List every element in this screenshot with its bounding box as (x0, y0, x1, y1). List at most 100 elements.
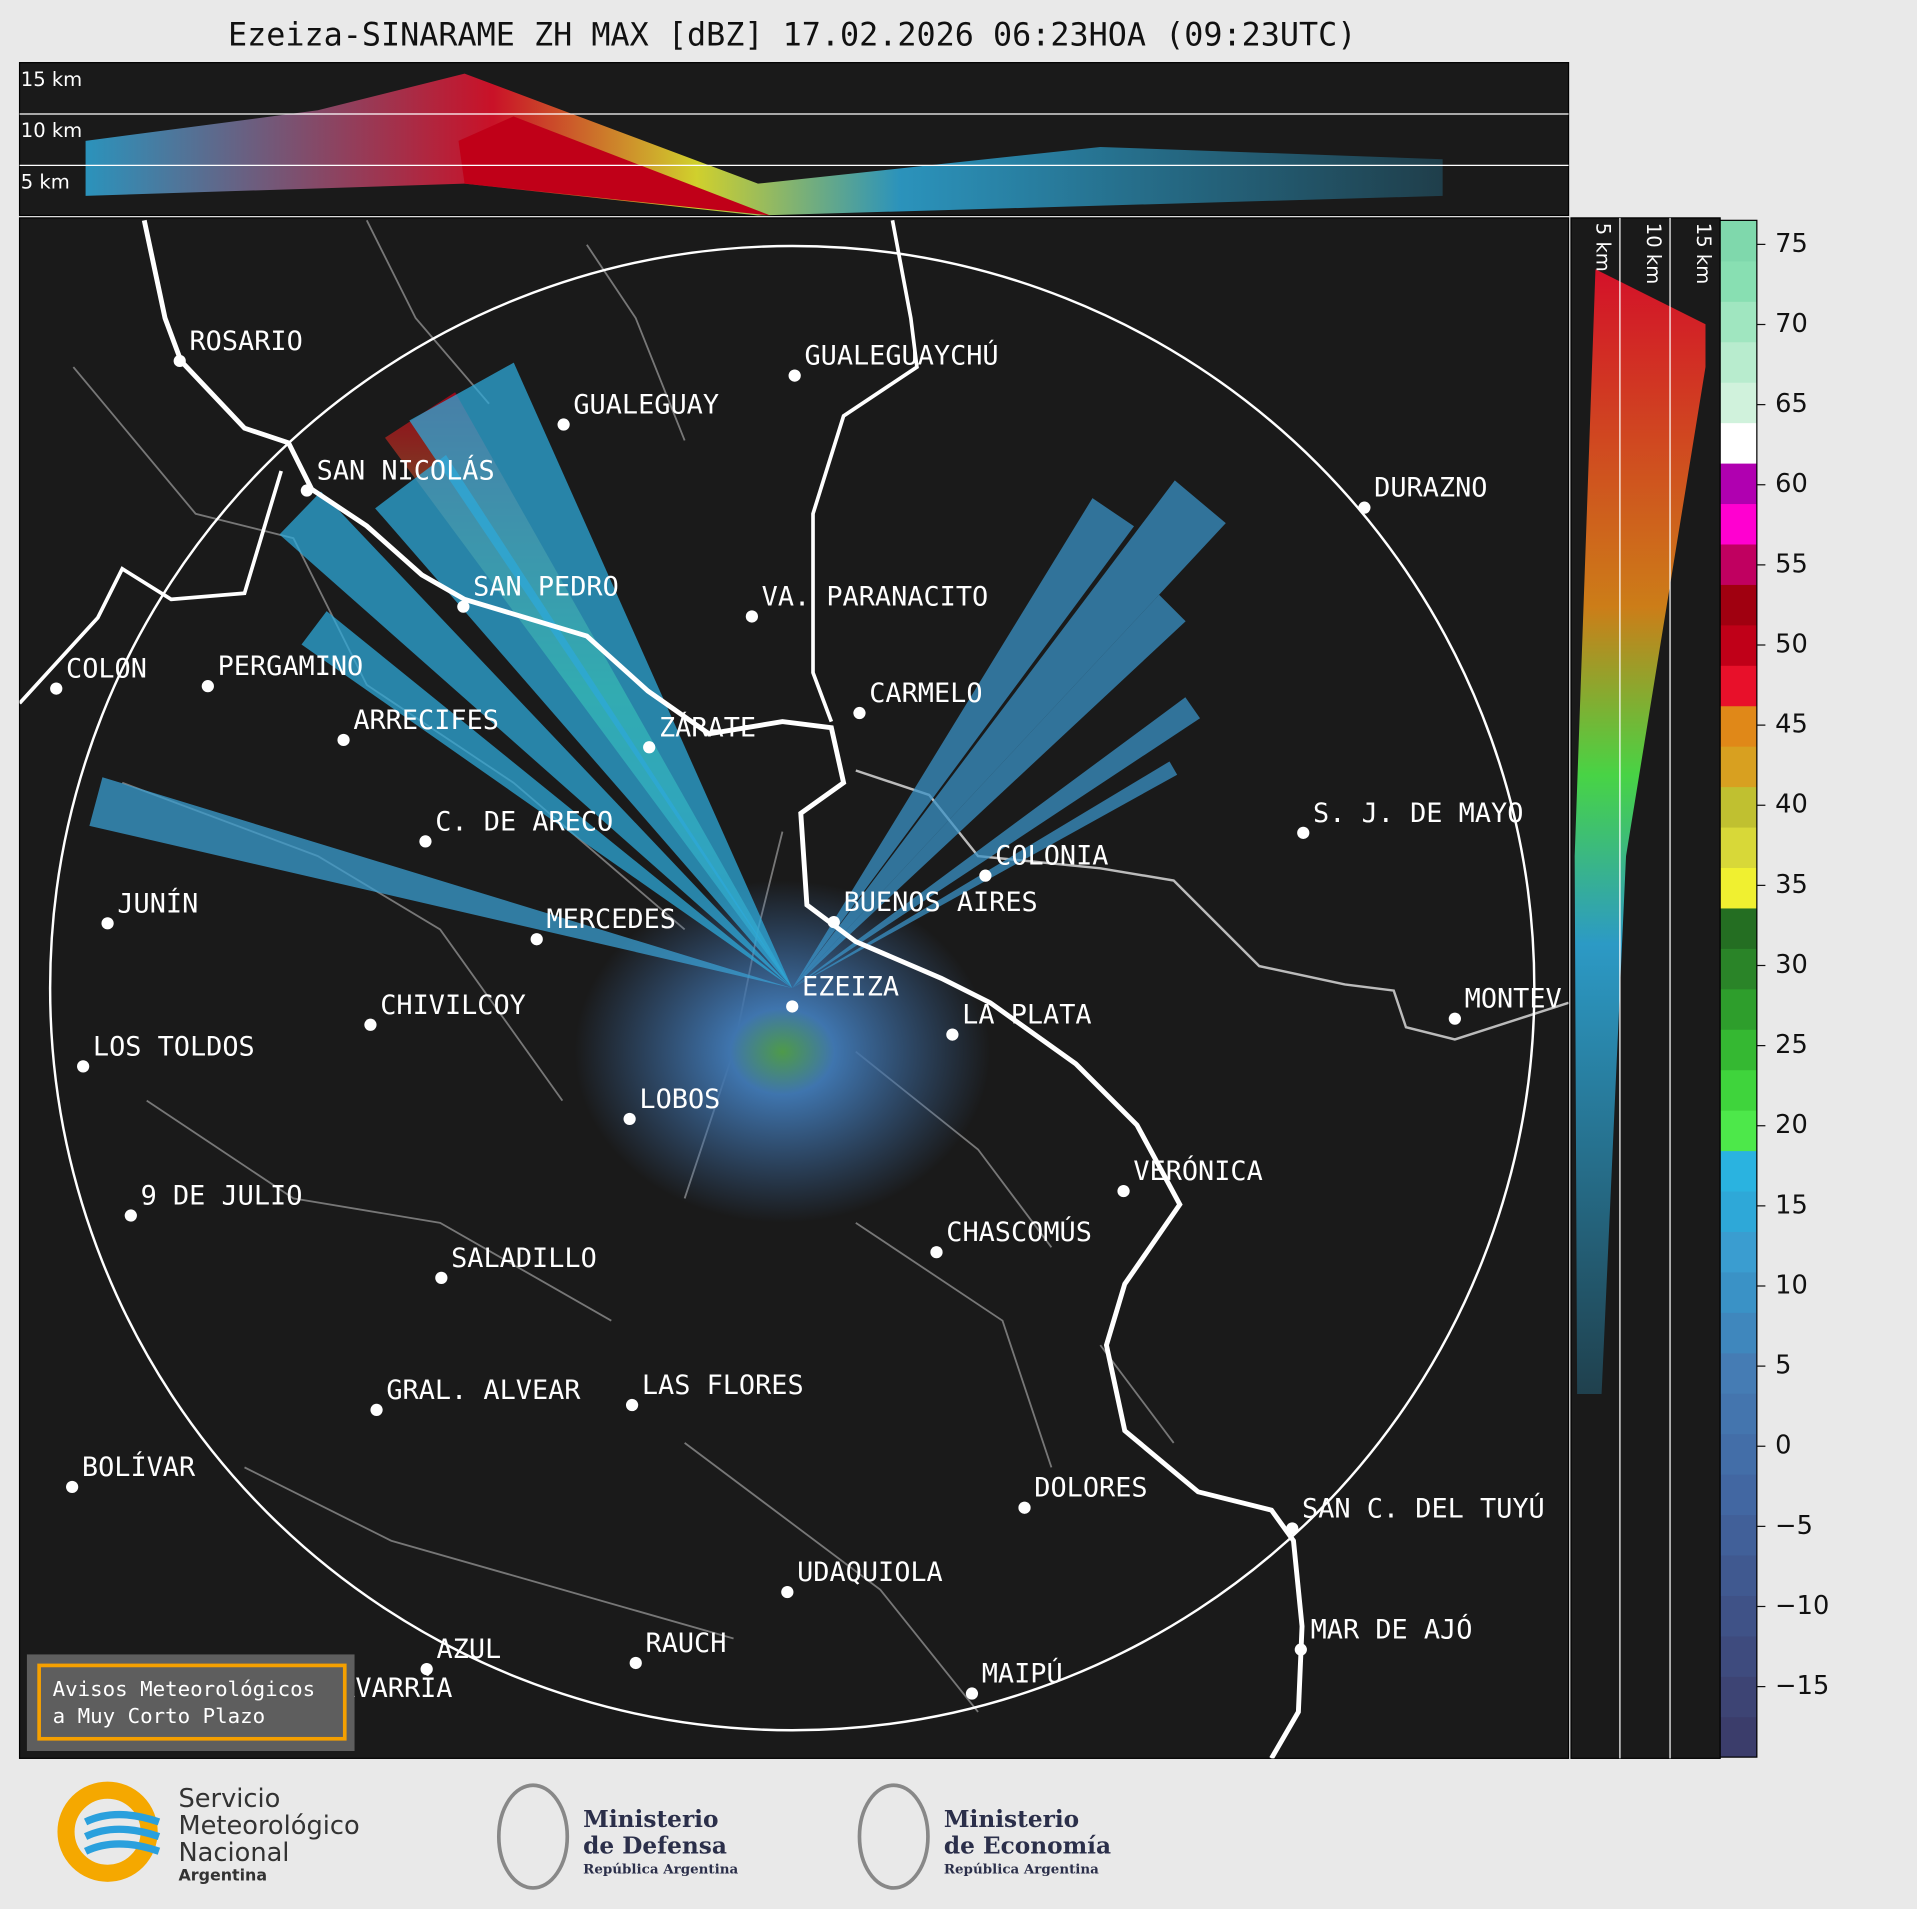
city-dot (1358, 501, 1371, 514)
color-band (1720, 907, 1757, 949)
colorbar-tick-label: 25 (1775, 1030, 1808, 1060)
colorbar-tick-label: 45 (1775, 710, 1808, 740)
city-dot (1297, 826, 1310, 839)
city-label: ROSARIO (189, 326, 302, 357)
color-band (1720, 220, 1757, 262)
echo-beam (792, 480, 1226, 989)
city-dot (337, 733, 350, 747)
city-label: VERÓNICA (1133, 1155, 1262, 1187)
side-echo (1574, 269, 1706, 1395)
title: Ezeiza-SINARAME ZH MAX [dBZ] 17.02.2026 … (228, 18, 1356, 54)
warning-text: a Muy Corto Plazo (53, 1704, 266, 1728)
city-dot (629, 1656, 642, 1670)
color-band (1720, 1312, 1757, 1354)
color-band (1720, 422, 1757, 464)
city-dot (77, 1060, 90, 1073)
city-label: LOBOS (639, 1084, 720, 1115)
river (19, 470, 283, 705)
logo-text: de Defensa (583, 1833, 727, 1860)
colorbar-tick-label: 0 (1775, 1431, 1791, 1461)
city-dot (643, 741, 656, 754)
colorbar-tick-label: 50 (1775, 630, 1808, 660)
city-label: ZÁRATE (659, 711, 756, 743)
height-label: 15 km (21, 68, 82, 91)
city-label: SAN PEDRO (473, 572, 619, 603)
range-ring (48, 244, 1536, 1732)
colorbar-tick-label: 15 (1775, 1190, 1808, 1220)
city-label: MAR DE AJÓ (1311, 1614, 1473, 1646)
city-dot (853, 706, 866, 720)
colorbar-tick-label: −5 (1775, 1511, 1813, 1541)
colorbar-tick-label: 70 (1775, 309, 1808, 339)
city-dot (300, 484, 313, 497)
colorbar-tick-label: 10 (1775, 1270, 1808, 1300)
echo-core (574, 880, 991, 1223)
city-label: 9 DE JULIO (141, 1181, 303, 1212)
color-band (1720, 1554, 1757, 1596)
color-band (1720, 1069, 1757, 1111)
city-dot (435, 1271, 448, 1284)
logo-text: Ministerio (583, 1806, 718, 1833)
city-dot (370, 1403, 383, 1417)
colorbar-tick-label: −15 (1775, 1671, 1829, 1701)
city-label: MONTEV (1465, 984, 1562, 1015)
city-dot (419, 835, 432, 848)
echo-beam (301, 611, 793, 989)
logo-text: de Economía (944, 1833, 1111, 1860)
warning-box[interactable] (26, 1654, 355, 1752)
color-band (1720, 462, 1757, 505)
defensa-logo: Ministerio de Defensa República Argentin… (496, 1783, 739, 1890)
colorbar-tick-label: 40 (1775, 790, 1808, 820)
uruguay-coast (855, 769, 1569, 1041)
logo-text: Meteorológico (178, 1811, 359, 1841)
colorbar-tick-label: 60 (1775, 469, 1808, 499)
city-dot (979, 869, 992, 882)
city-dot (101, 917, 114, 930)
colorbar (1720, 220, 1757, 1758)
city-dot (124, 1209, 137, 1222)
smn-logo: Servicio Meteorológico Nacional Argentin… (57, 1781, 360, 1885)
city-label: GUALEGUAY (573, 390, 719, 421)
city-label: RAUCH (646, 1628, 727, 1659)
echo-beam (375, 454, 793, 989)
city-dot (530, 933, 543, 946)
city-dot (625, 1398, 639, 1412)
echo-beam (409, 362, 793, 989)
city-label: LA PLATA (962, 1000, 1091, 1031)
colorbar-tick-label: 75 (1775, 229, 1808, 259)
city-label: LOS TOLDOS (93, 1031, 255, 1062)
city-label: COLONIA (995, 841, 1108, 872)
city-dot (946, 1028, 959, 1041)
city-label: BUENOS AIRES (844, 887, 1038, 918)
city-label: LAS FLORES (642, 1370, 804, 1401)
coastline (141, 219, 1305, 1759)
city-label: SAN C. DEL TUYÚ (1302, 1492, 1545, 1524)
color-band (1720, 1271, 1757, 1313)
city-label: COLON (66, 654, 147, 685)
color-band (1720, 1676, 1757, 1718)
color-band (1720, 746, 1757, 788)
city-dot (1294, 1643, 1307, 1656)
color-band (1720, 624, 1757, 666)
city-dot (623, 1112, 636, 1126)
city-label: CARMELO (869, 678, 982, 709)
city-label: DURAZNO (1374, 473, 1487, 504)
city-label: EZEIZA (802, 971, 899, 1002)
city-label: GUALEGUAYCHÚ (804, 340, 998, 372)
color-band (1720, 341, 1757, 383)
logo-text: República Argentina (583, 1861, 738, 1877)
city-dot (66, 1480, 79, 1494)
colorbar-frame (1719, 219, 1758, 1758)
color-band (1720, 1231, 1757, 1273)
city-dot (788, 369, 801, 382)
color-band (1720, 543, 1757, 585)
color-band (1720, 867, 1757, 909)
river (811, 220, 919, 723)
city-dot (50, 682, 63, 695)
color-band (1720, 948, 1757, 990)
color-band (1720, 1393, 1757, 1435)
color-band (1720, 1595, 1757, 1637)
city-dot (745, 610, 758, 623)
